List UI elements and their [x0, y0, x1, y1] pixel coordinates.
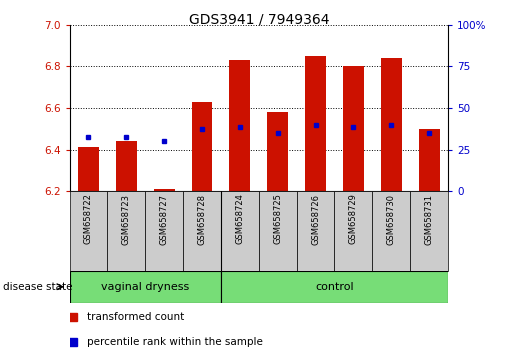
Bar [221, 271, 448, 303]
Text: GSM658726: GSM658726 [311, 194, 320, 245]
Bar [183, 191, 221, 271]
Text: GSM658727: GSM658727 [160, 194, 168, 245]
Bar [381, 58, 402, 191]
Text: vaginal dryness: vaginal dryness [101, 282, 190, 292]
Text: GSM658728: GSM658728 [198, 194, 207, 245]
Text: GSM658722: GSM658722 [84, 194, 93, 244]
Text: GDS3941 / 7949364: GDS3941 / 7949364 [188, 12, 329, 27]
Bar [410, 191, 448, 271]
Bar [343, 67, 364, 191]
Bar [192, 102, 212, 191]
Text: GSM658730: GSM658730 [387, 194, 396, 245]
Bar [419, 129, 439, 191]
Text: GSM658731: GSM658731 [425, 194, 434, 245]
Bar [221, 191, 259, 271]
Bar [335, 191, 372, 271]
Bar [230, 60, 250, 191]
Bar [259, 191, 297, 271]
Bar [154, 189, 175, 191]
Bar [70, 191, 107, 271]
Bar [305, 56, 326, 191]
Bar [145, 191, 183, 271]
Text: control: control [315, 282, 354, 292]
Text: transformed count: transformed count [87, 312, 184, 322]
Text: disease state: disease state [3, 282, 72, 292]
Bar [70, 271, 221, 303]
Bar [78, 148, 99, 191]
Bar [267, 112, 288, 191]
Bar [107, 191, 145, 271]
Text: GSM658725: GSM658725 [273, 194, 282, 244]
Text: percentile rank within the sample: percentile rank within the sample [87, 337, 263, 347]
Bar [297, 191, 335, 271]
Text: GSM658723: GSM658723 [122, 194, 131, 245]
Text: GSM658729: GSM658729 [349, 194, 358, 244]
Bar [116, 141, 136, 191]
Text: GSM658724: GSM658724 [235, 194, 244, 244]
Bar [372, 191, 410, 271]
